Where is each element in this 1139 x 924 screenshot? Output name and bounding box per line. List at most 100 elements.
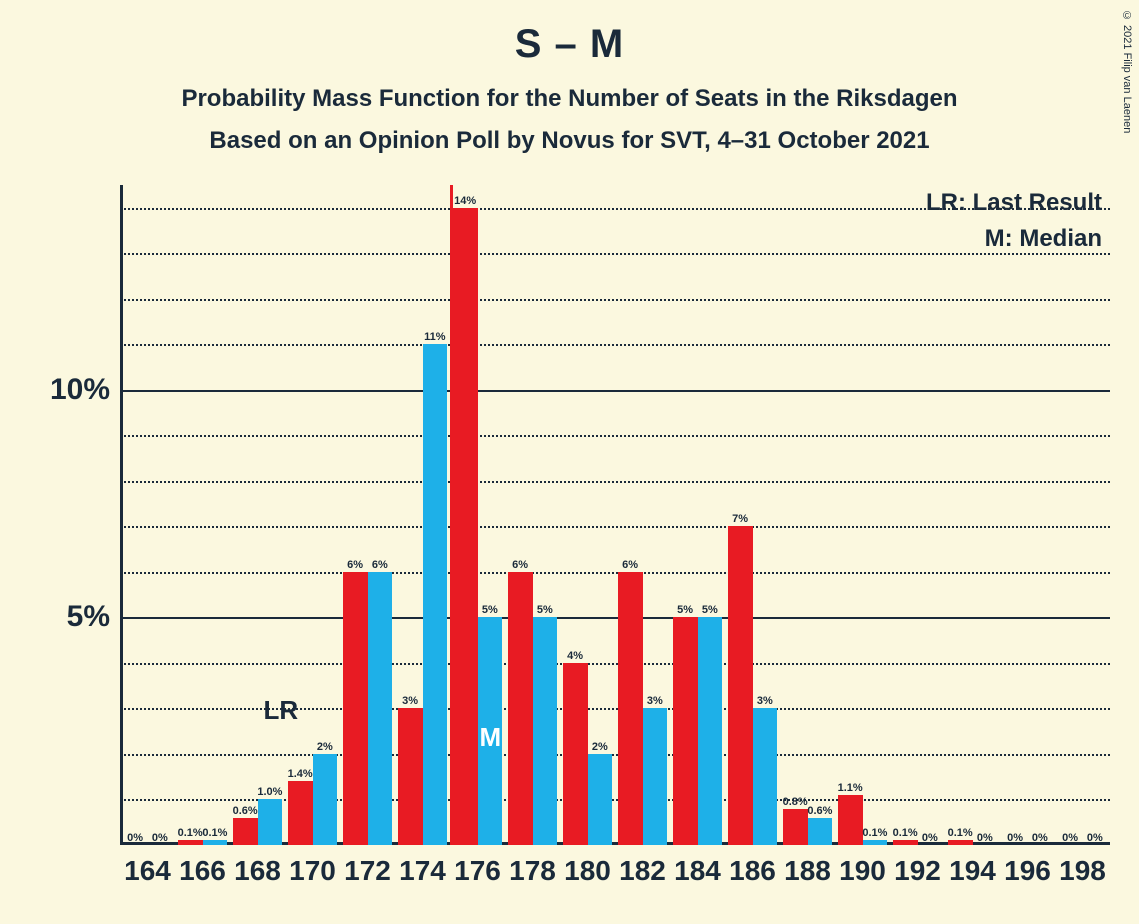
bar-label: 0.1%	[862, 827, 887, 839]
legend: LR: Last Result M: Median	[926, 189, 1102, 261]
x-tick-label: 190	[839, 855, 886, 887]
bar-label: 0%	[152, 832, 168, 844]
bar-label: 0%	[1062, 832, 1078, 844]
bar-label: 0.1%	[893, 827, 918, 839]
bar-series-b	[368, 572, 393, 845]
bar-label: 3%	[757, 695, 773, 707]
bar-series-a	[838, 795, 863, 845]
bar-label: 1.0%	[257, 786, 282, 798]
copyright-text: © 2021 Filip van Laenen	[1121, 10, 1133, 133]
x-tick-label: 170	[289, 855, 336, 887]
grid-line	[120, 754, 1110, 756]
bar-label: 0.6%	[233, 805, 258, 817]
x-tick-label: 194	[949, 855, 996, 887]
grid-line	[120, 481, 1110, 483]
bar-series-b	[698, 617, 723, 845]
y-tick-label: 5%	[67, 600, 110, 634]
bar-label: 0%	[977, 832, 993, 844]
bar-label: 6%	[622, 559, 638, 571]
chart-subtitle-2: Based on an Opinion Poll by Novus for SV…	[0, 127, 1139, 155]
bar-label: 5%	[537, 604, 553, 616]
x-tick-label: 166	[179, 855, 226, 887]
bar-label: 0.1%	[948, 827, 973, 839]
bar-series-b	[203, 840, 228, 845]
bar-label: 6%	[347, 559, 363, 571]
bar-label: 2%	[317, 741, 333, 753]
x-tick-label: 164	[124, 855, 171, 887]
grid-line	[120, 390, 1110, 392]
bar-series-b	[808, 818, 833, 845]
grid-line	[120, 572, 1110, 574]
grid-line	[120, 253, 1110, 255]
grid-line	[120, 299, 1110, 301]
bar-series-b	[863, 840, 888, 845]
bar-label: 14%	[454, 195, 476, 207]
bar-series-a	[288, 781, 313, 845]
bar-series-a	[343, 572, 368, 845]
x-tick-label: 186	[729, 855, 776, 887]
bar-series-a	[893, 840, 918, 845]
bar-label: 0.1%	[178, 827, 203, 839]
grid-line	[120, 208, 1110, 210]
x-tick-label: 192	[894, 855, 941, 887]
bar-label: 6%	[372, 559, 388, 571]
bar-label: 2%	[592, 741, 608, 753]
bar-label: 4%	[567, 650, 583, 662]
bar-label: 5%	[677, 604, 693, 616]
bar-series-a	[618, 572, 643, 845]
x-tick-label: 174	[399, 855, 446, 887]
grid-line	[120, 435, 1110, 437]
title-block: S – M Probability Mass Function for the …	[0, 0, 1139, 155]
y-tick-label: 10%	[50, 373, 110, 407]
bar-label: 3%	[647, 695, 663, 707]
chart-title: S – M	[0, 22, 1139, 67]
legend-lr: LR: Last Result	[926, 189, 1102, 217]
marker-lr-label: LR	[264, 695, 299, 726]
bar-label: 6%	[512, 559, 528, 571]
bar-series-a	[673, 617, 698, 845]
chart-plot-area: LR: Last Result M: Median 5%10%0%0%0.1%0…	[120, 185, 1110, 845]
x-tick-label: 198	[1059, 855, 1106, 887]
bar-label: 3%	[402, 695, 418, 707]
grid-line	[120, 344, 1110, 346]
grid-line	[120, 617, 1110, 619]
bar-label: 1.1%	[838, 782, 863, 794]
x-tick-label: 172	[344, 855, 391, 887]
x-tick-label: 176	[454, 855, 501, 887]
bar-label: 5%	[702, 604, 718, 616]
bar-label: 0%	[1032, 832, 1048, 844]
bar-label: 0%	[1007, 832, 1023, 844]
bar-label: 0%	[922, 832, 938, 844]
bar-label: 5%	[482, 604, 498, 616]
bar-series-a	[508, 572, 533, 845]
x-tick-label: 182	[619, 855, 666, 887]
bar-series-a	[233, 818, 258, 845]
bar-series-b	[753, 708, 778, 845]
bar-series-b	[423, 344, 448, 845]
bar-series-a	[453, 208, 478, 845]
grid-line	[120, 663, 1110, 665]
bar-series-b	[313, 754, 338, 845]
bar-series-a	[563, 663, 588, 845]
legend-m: M: Median	[926, 225, 1102, 253]
bar-series-a	[728, 526, 753, 845]
grid-line	[120, 526, 1110, 528]
x-tick-label: 168	[234, 855, 281, 887]
bar-label: 0%	[1087, 832, 1103, 844]
x-tick-label: 188	[784, 855, 831, 887]
bar-label: 0%	[127, 832, 143, 844]
y-axis	[120, 185, 123, 845]
bar-label: 0.6%	[807, 805, 832, 817]
bar-series-a	[948, 840, 973, 845]
bar-label: 0.8%	[783, 796, 808, 808]
bar-label: 7%	[732, 513, 748, 525]
x-tick-label: 184	[674, 855, 721, 887]
chart-subtitle-1: Probability Mass Function for the Number…	[0, 85, 1139, 113]
x-tick-label: 180	[564, 855, 611, 887]
bar-series-b	[533, 617, 558, 845]
bar-label: 11%	[424, 331, 445, 343]
bar-label: 0.1%	[202, 827, 227, 839]
marker-m-label: M	[480, 722, 502, 753]
x-tick-label: 178	[509, 855, 556, 887]
x-tick-label: 196	[1004, 855, 1051, 887]
